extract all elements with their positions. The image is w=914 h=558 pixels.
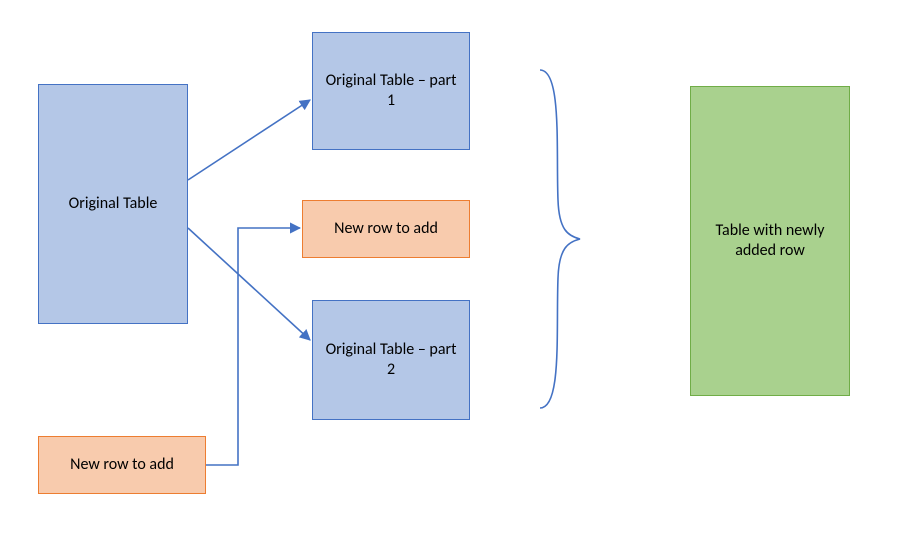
merge-brace — [540, 70, 580, 408]
node-original-part1: Original Table – part 1 — [312, 32, 470, 150]
node-label: Original Table — [69, 194, 158, 214]
node-label: Original Table – part 2 — [323, 340, 459, 380]
arrow-newrow-to-mid — [206, 228, 300, 465]
arrow-orig-to-part2 — [188, 228, 310, 340]
node-new-row-mid: New row to add — [302, 200, 470, 258]
node-label: New row to add — [70, 455, 174, 475]
node-result-table: Table with newly added row — [690, 86, 850, 396]
diagram-canvas: { "diagram": { "type": "flowchart", "can… — [0, 0, 914, 558]
node-label: New row to add — [334, 219, 438, 239]
node-original-part2: Original Table – part 2 — [312, 300, 470, 420]
node-original-table: Original Table — [38, 84, 188, 324]
node-new-row-bottom: New row to add — [38, 436, 206, 494]
node-label: Original Table – part 1 — [323, 71, 459, 111]
arrow-orig-to-part1 — [188, 100, 310, 180]
node-label: Table with newly added row — [701, 221, 839, 261]
